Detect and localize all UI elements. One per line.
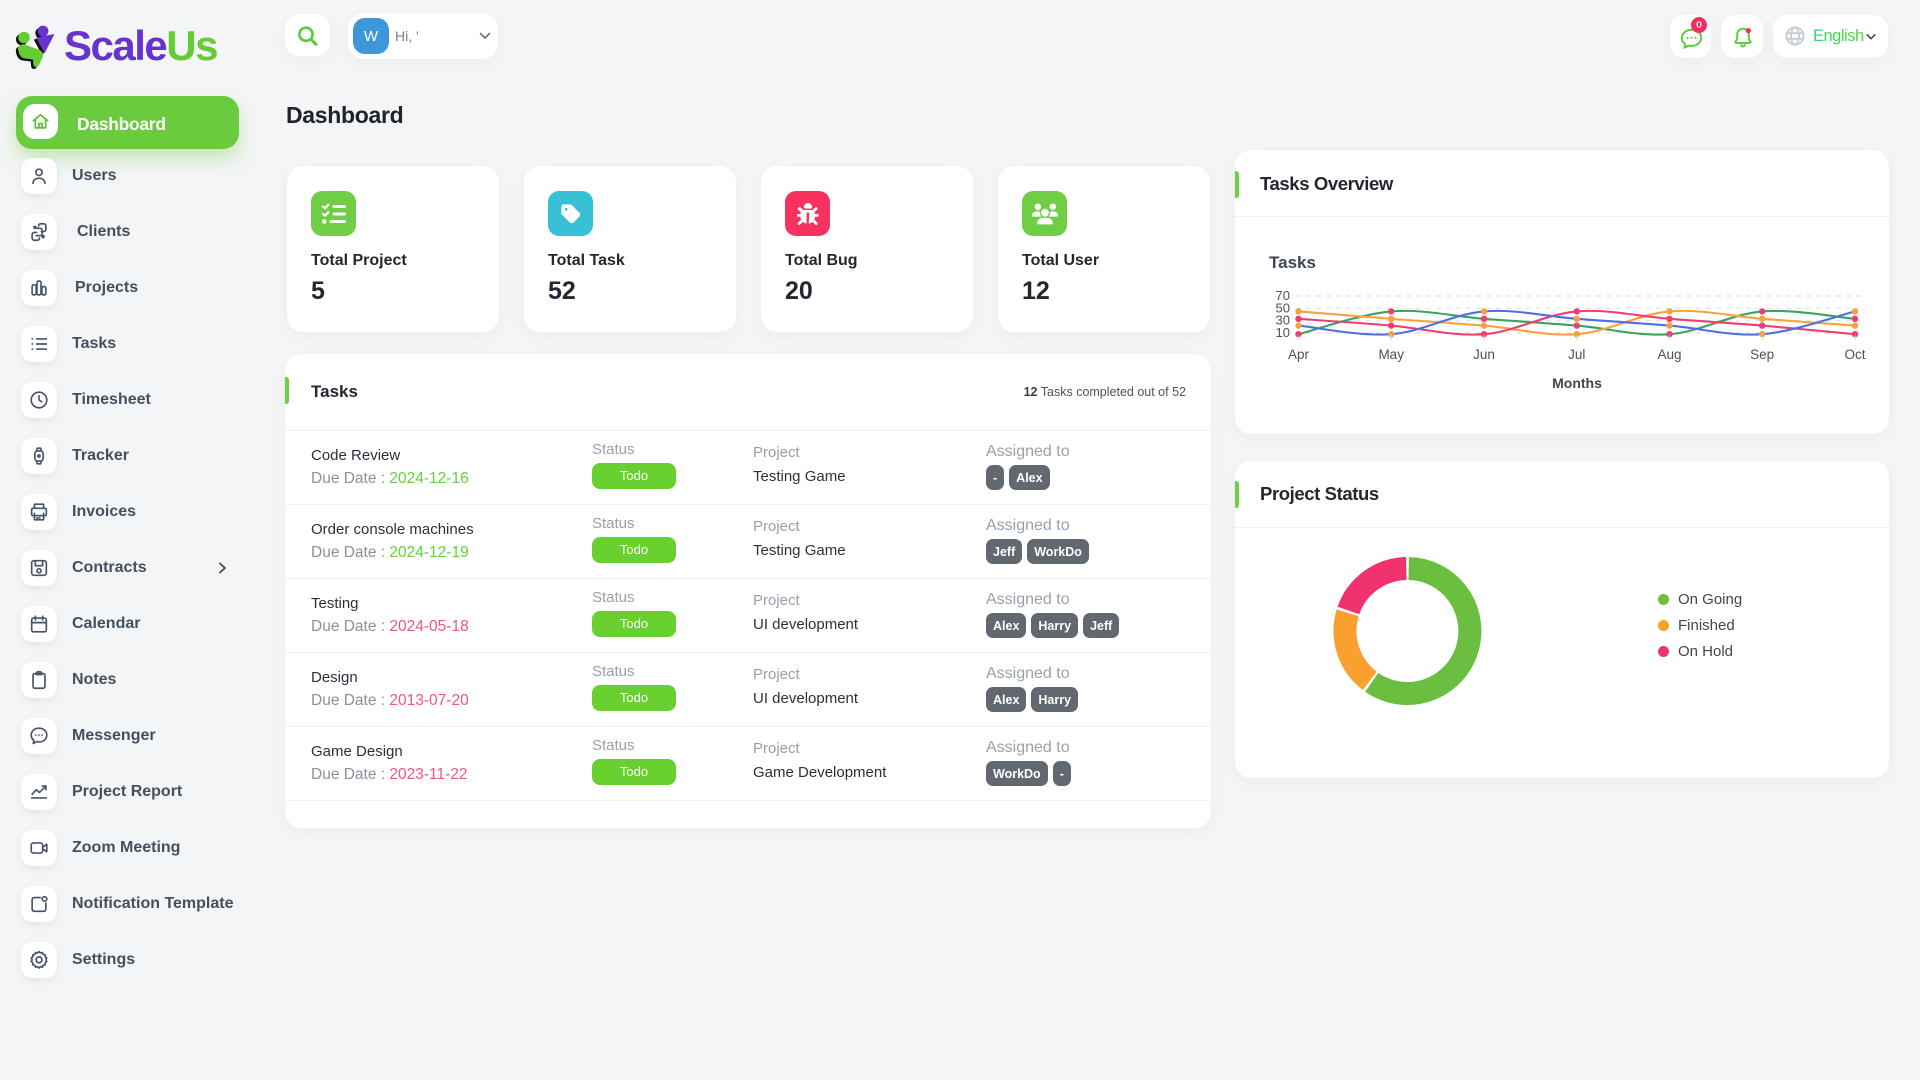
svg-text:Jul: Jul <box>1568 347 1585 362</box>
svg-text:Apr: Apr <box>1288 347 1310 362</box>
svg-text:50: 50 <box>1276 300 1290 315</box>
svg-text:70: 70 <box>1276 288 1290 303</box>
svg-text:10: 10 <box>1276 325 1290 340</box>
svg-text:Oct: Oct <box>1844 347 1865 362</box>
svg-text:Sep: Sep <box>1750 347 1774 362</box>
svg-text:May: May <box>1378 347 1404 362</box>
svg-text:Months: Months <box>1552 375 1602 391</box>
svg-text:Aug: Aug <box>1657 347 1681 362</box>
svg-text:30: 30 <box>1276 313 1290 328</box>
svg-text:Jun: Jun <box>1473 347 1495 362</box>
